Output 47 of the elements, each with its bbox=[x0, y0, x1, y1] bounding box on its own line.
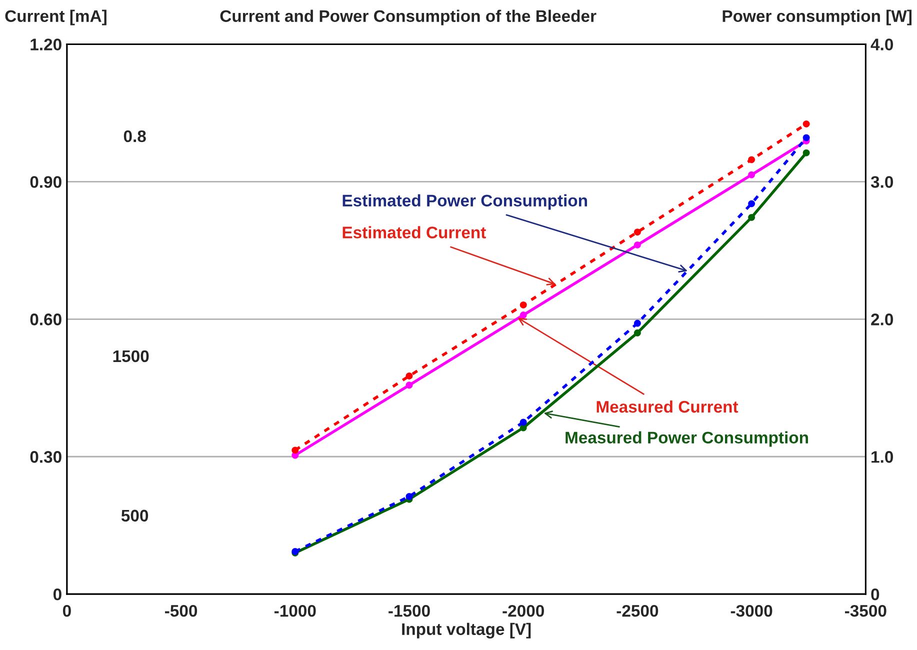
point bbox=[748, 171, 756, 178]
point bbox=[634, 320, 641, 327]
x-axis-title: Input voltage [V] bbox=[402, 622, 531, 638]
point bbox=[292, 446, 299, 454]
x-tick-label: 0 bbox=[62, 604, 71, 617]
y2-tick-label: 2.0 bbox=[871, 314, 893, 326]
y2-tick-label: 3.0 bbox=[870, 176, 893, 188]
point bbox=[634, 329, 641, 336]
x-tick-label: -2500 bbox=[616, 604, 658, 617]
annotation: Estimated Current bbox=[342, 226, 486, 238]
y-tick-label: 0.90 bbox=[30, 176, 62, 188]
x-tick-label: -500 bbox=[165, 604, 198, 617]
y2-tick-label: 0 bbox=[871, 588, 880, 600]
point bbox=[406, 372, 413, 380]
x-tick-label: -2000 bbox=[502, 604, 544, 617]
annotation: 500 bbox=[121, 510, 148, 522]
point bbox=[802, 149, 810, 156]
point bbox=[406, 493, 413, 500]
annotation: Estimated Power Consumption bbox=[342, 194, 587, 210]
x-tick-label: -3500 bbox=[844, 604, 886, 617]
y-tick-label: 0.30 bbox=[30, 451, 62, 463]
y-tick-label: 0.60 bbox=[30, 314, 62, 326]
x-tick-label: -3000 bbox=[730, 604, 772, 617]
x-tick-label: -1500 bbox=[388, 604, 430, 617]
point bbox=[748, 156, 756, 164]
point bbox=[634, 241, 641, 248]
y2-tick-label: 1.0 bbox=[872, 451, 893, 463]
y2-axis-title: Power consumption [W] bbox=[722, 10, 912, 26]
point bbox=[520, 312, 527, 318]
annotation: Measured Current bbox=[596, 400, 738, 413]
point bbox=[520, 418, 527, 426]
point bbox=[802, 134, 810, 142]
y-axis-title: Current [mA] bbox=[5, 10, 106, 26]
x-tick-label: -1000 bbox=[274, 604, 316, 617]
annotation: 1500 bbox=[113, 350, 149, 362]
point bbox=[802, 120, 810, 128]
y-tick-label: 1.20 bbox=[30, 38, 62, 50]
chart-title: Current and Power Consumption of the Bleeder bbox=[220, 10, 596, 26]
annotation: Measured Power Consumption bbox=[566, 431, 808, 447]
point bbox=[748, 200, 756, 208]
y2-tick-label: 4.0 bbox=[870, 38, 893, 50]
point bbox=[634, 228, 641, 236]
y-tick-label: 0 bbox=[53, 588, 62, 600]
annotation: 0.8 bbox=[124, 130, 146, 142]
point bbox=[520, 301, 527, 308]
point bbox=[406, 382, 413, 389]
point bbox=[748, 214, 756, 221]
